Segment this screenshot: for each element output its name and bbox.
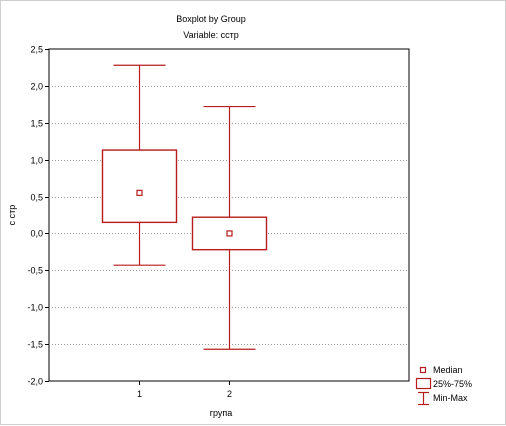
- legend-median-label: Median: [433, 365, 463, 375]
- y-tick-label: 1,0: [30, 156, 43, 166]
- y-tick-label: -1,0: [27, 303, 43, 313]
- legend-box-label: 25%-75%: [433, 379, 472, 389]
- y-axis-label: с стр: [7, 205, 17, 226]
- y-tick-label: 2,5: [30, 45, 43, 55]
- legend-minmax-label: Min-Max: [433, 393, 468, 403]
- x-tick-label: 1: [137, 389, 142, 399]
- chart-subtitle: Variable: сстр: [183, 30, 238, 40]
- chart-title: Boxplot by Group: [176, 14, 246, 24]
- y-tick-label: 2,0: [30, 82, 43, 92]
- median-marker: [136, 189, 143, 196]
- legend-median-symbol: [419, 366, 427, 374]
- y-tick-label: 0,0: [30, 229, 43, 239]
- y-tick-label: -2,0: [27, 377, 43, 387]
- x-tick-label: 2: [227, 389, 232, 399]
- y-tick-label: -1,5: [27, 340, 43, 350]
- iqr-box: [101, 149, 178, 224]
- y-tick-label: -0,5: [27, 266, 43, 276]
- legend-box-symbol: [415, 377, 432, 390]
- x-axis-label: група: [210, 408, 233, 418]
- y-tick-label: 0,5: [30, 193, 43, 203]
- median-marker: [226, 230, 233, 237]
- y-tick-label: 1,5: [30, 119, 43, 129]
